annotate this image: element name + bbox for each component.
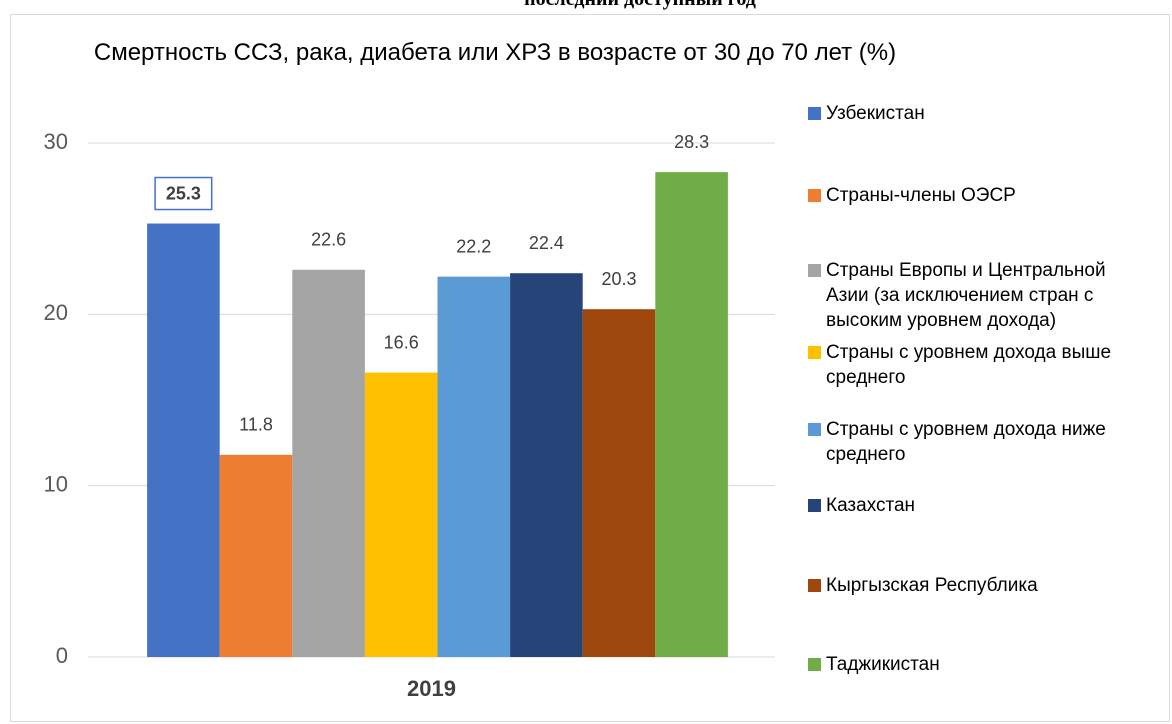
header-note: последний доступный год [440, 0, 840, 11]
legend-label: Кыргызская Республика [826, 575, 1038, 596]
legend-swatch [808, 499, 821, 512]
y-tick-label: 30 [44, 129, 68, 154]
bar [437, 276, 511, 657]
legend-label: Страны с уровнем дохода выше среднего [826, 342, 1112, 388]
data-label: 16.6 [384, 332, 419, 352]
data-label: 11.8 [239, 415, 273, 435]
bar [582, 309, 656, 657]
legend-swatch [808, 346, 821, 359]
legend-label: Страны Европы и Центральной Азии (за иск… [826, 260, 1106, 331]
bar [655, 172, 728, 658]
bar [364, 372, 438, 657]
data-label: 28.3 [674, 132, 709, 152]
legend-swatch [808, 423, 821, 436]
bar [147, 223, 220, 657]
legend-swatch [808, 264, 821, 277]
data-label: 22.4 [529, 233, 564, 253]
data-label: 25.3 [166, 183, 201, 203]
bar [219, 454, 293, 657]
y-tick-label: 10 [44, 471, 68, 496]
legend-item: Таджикистан [808, 652, 1153, 677]
legend-swatch [808, 189, 821, 202]
bar [510, 273, 583, 657]
legend-item: Кыргызская Республика [808, 573, 1153, 598]
legend-label: Страны-члены ОЭСР [826, 185, 1016, 206]
data-label: 20.3 [601, 269, 636, 289]
legend-item: Казахстан [808, 493, 1153, 518]
legend-label: Узбекистан [826, 103, 925, 124]
legend-item: Страны Европы и Центральной Азии (за иск… [808, 258, 1153, 333]
data-label: 22.2 [456, 236, 491, 256]
legend-label: Страны с уровнем дохода ниже среднего [826, 419, 1106, 465]
bar [292, 269, 365, 657]
legend-item: Страны с уровнем дохода ниже среднего [808, 417, 1153, 467]
y-tick-label: 20 [44, 300, 68, 325]
chart-frame [10, 14, 1170, 722]
legend-swatch [808, 107, 821, 120]
legend-swatch [808, 658, 821, 671]
legend-item: Страны с уровнем дохода выше среднего [808, 340, 1153, 390]
data-label-box [154, 176, 213, 211]
y-tick-label: 0 [56, 643, 68, 668]
x-tick-label: 2019 [407, 676, 456, 701]
chart-title: Смертность ССЗ, рака, диабета или ХРЗ в … [93, 39, 897, 66]
legend-swatch [808, 579, 821, 592]
legend-label: Таджикистан [826, 654, 940, 675]
legend-label: Казахстан [826, 495, 916, 516]
legend-item: Узбекистан [808, 101, 1153, 126]
data-label: 22.6 [311, 230, 346, 250]
legend-item: Страны-члены ОЭСР [808, 183, 1153, 208]
